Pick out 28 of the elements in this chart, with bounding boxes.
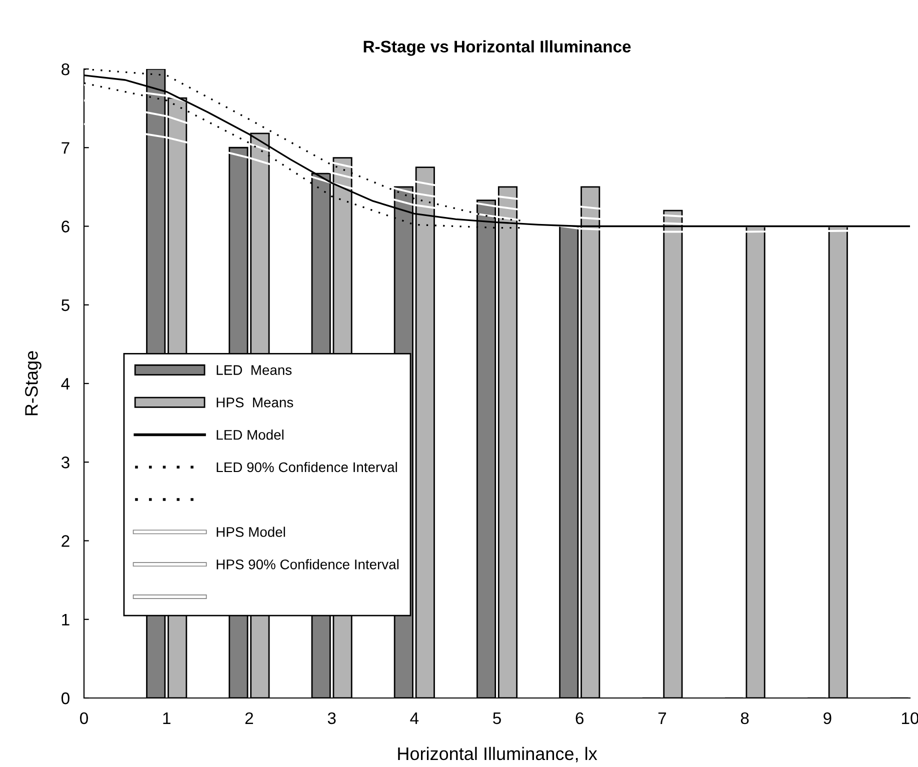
y-tick-label: 4: [61, 378, 70, 390]
x-tick-label: 5: [493, 712, 501, 724]
x-tick-label: 3: [328, 712, 336, 724]
y-tick-label: 8: [62, 63, 70, 76]
x-tick-label: 2: [245, 712, 253, 724]
legend-label: LED 90% Confidence Interval: [216, 462, 397, 472]
y-tick-label: 2: [62, 535, 70, 547]
x-axis-title: Horizontal Illuminance, lx: [398, 746, 598, 762]
legend-label: LED Model: [216, 430, 284, 440]
x-tick-label: 6: [576, 712, 584, 724]
y-tick-label: 5: [62, 299, 70, 312]
y-tick-label: 1: [62, 614, 70, 626]
x-tick-label: 8: [740, 712, 749, 724]
y-tick-label: 3: [61, 456, 70, 468]
x-tick-label: 1: [163, 712, 170, 724]
x-tick-label: 4: [410, 712, 419, 724]
x-tick-label: 9: [824, 712, 832, 724]
legend-label: LED Means: [216, 365, 292, 375]
legend-label: HPS Means: [216, 398, 294, 408]
y-tick-label: 7: [62, 142, 70, 154]
y-axis-title: R-Stage: [25, 351, 42, 416]
chart-title: R-Stage vs Horizontal Illuminance: [364, 40, 631, 56]
y-tick-label: 0: [61, 692, 70, 704]
legend-label: HPS Model: [216, 526, 285, 537]
legend-label: HPS 90% Confidence Interval: [216, 559, 398, 570]
x-tick-label: 0: [80, 712, 88, 724]
y-tick-label: 6: [62, 220, 70, 232]
x-tick-label: 7: [658, 712, 666, 724]
